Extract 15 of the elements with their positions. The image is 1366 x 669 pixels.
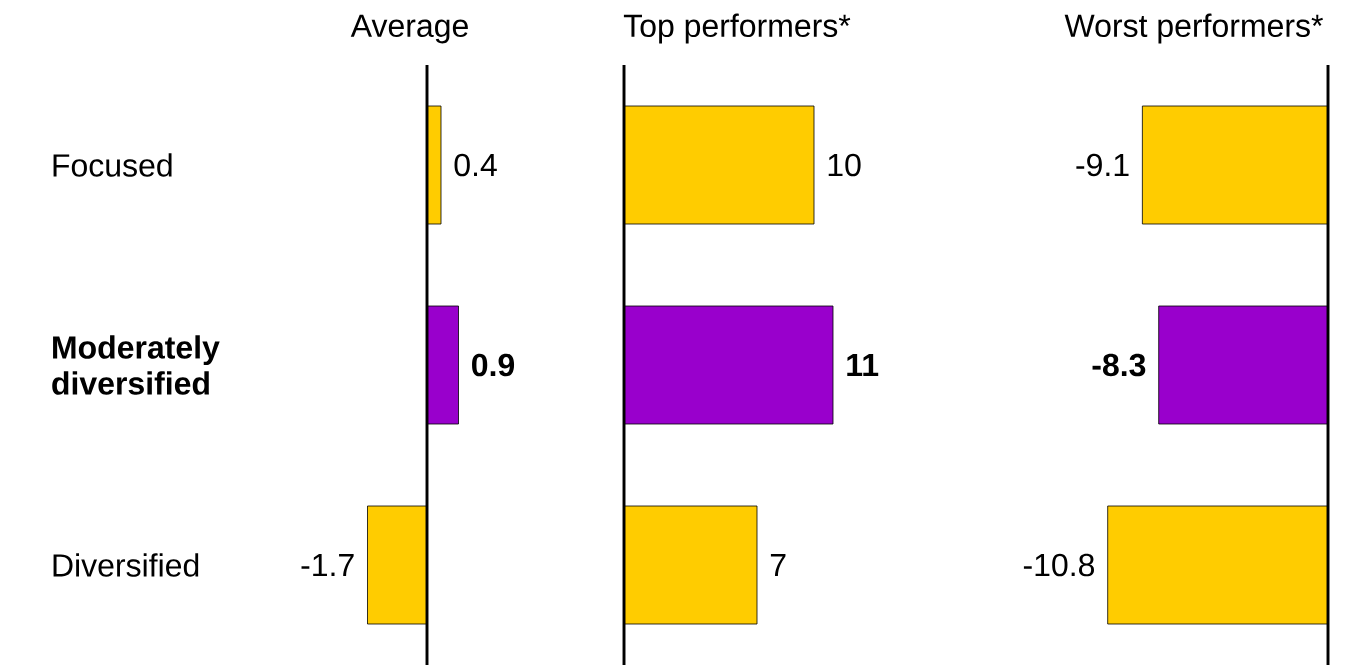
y-tick-label: Focused — [53, 153, 172, 177]
y-tick-label: Moderately diversified — [52, 335, 220, 395]
data-label: 7 — [770, 554, 786, 577]
data-label: -9.1 — [1076, 153, 1129, 177]
data-label: -8.3 — [1092, 353, 1146, 377]
chart-title: Top performers* — [623, 13, 851, 44]
data-label: 10 — [828, 153, 861, 177]
data-label: 0.4 — [454, 153, 497, 177]
data-label: -1.7 — [301, 554, 354, 577]
data-label: 0.9 — [472, 353, 515, 377]
chart-title: Worst performers* — [1064, 13, 1323, 44]
y-tick-label: Diversified — [53, 553, 199, 577]
chart-title: Average — [350, 14, 468, 44]
data-label: -10.8 — [1023, 553, 1095, 577]
data-label: 11 — [847, 354, 879, 377]
